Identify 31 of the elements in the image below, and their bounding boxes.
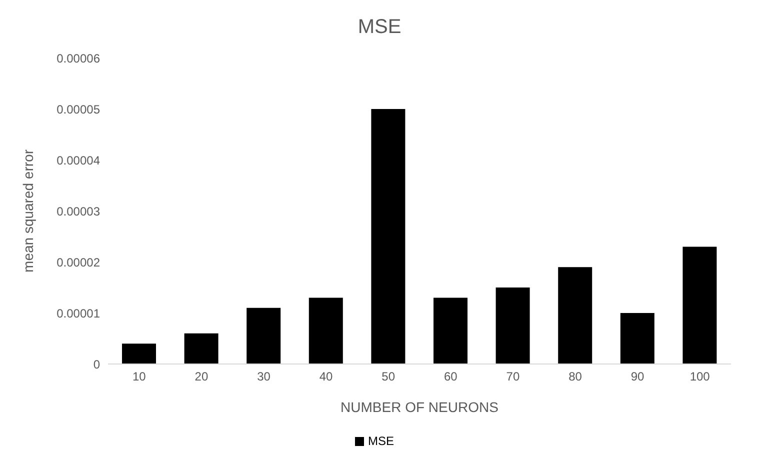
x-tick-label: 60 [444,370,458,384]
bar [434,298,468,364]
bar [246,308,281,364]
x-tick-label: 80 [568,370,582,384]
bar [620,313,654,364]
bar [371,109,406,364]
y-tick-label: 0.00006 [56,51,100,66]
x-axis-title: NUMBER OF NEURONS [340,399,498,415]
y-tick-label: 0.00002 [56,255,100,270]
y-tick-label: 0.00005 [56,102,100,116]
y-tick-label: 0.00004 [56,153,100,168]
legend-label: MSE [368,434,394,448]
x-tick-label: 90 [630,370,645,384]
bar [682,246,717,364]
x-tick-label: 100 [690,370,710,384]
bar [184,333,218,364]
bar [308,298,343,364]
y-tick-label: 0.00003 [56,204,100,218]
x-tick-label: 50 [382,370,396,384]
bar [558,267,592,364]
x-tick-label: 10 [132,370,146,384]
y-tick-label: 0 [93,357,100,372]
bar [122,344,156,364]
x-tick-label: 70 [506,370,520,384]
x-tick-label: 40 [319,370,334,384]
x-tick-label: 20 [194,370,208,384]
y-tick-label: 0.00001 [56,306,100,320]
x-tick-label: 30 [257,370,271,384]
chart-title: MSE [356,15,402,40]
bar [496,288,530,364]
y-axis-title: mean squared error [20,149,36,272]
